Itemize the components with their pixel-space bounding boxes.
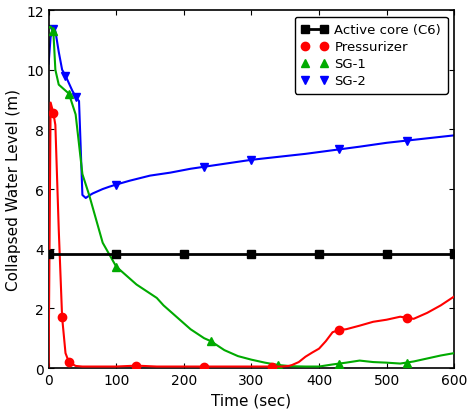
SG-1 <box>208 339 214 344</box>
Pressurizer <box>336 328 342 332</box>
Active core (C6) <box>249 252 254 257</box>
Active core (C6) <box>384 252 389 257</box>
Active core (C6) <box>451 252 457 257</box>
Pressurizer <box>59 315 65 320</box>
SG-2 <box>114 183 119 188</box>
SG-2 <box>336 147 342 152</box>
Pressurizer <box>66 360 72 365</box>
SG-2 <box>62 74 68 79</box>
SG-1 <box>114 264 119 269</box>
SG-1 <box>276 363 281 368</box>
Pressurizer <box>269 364 274 369</box>
Pressurizer <box>201 364 207 369</box>
Line: SG-2: SG-2 <box>49 26 411 189</box>
SG-2 <box>249 158 254 163</box>
SG-1 <box>51 29 56 34</box>
SG-2 <box>73 95 79 100</box>
Pressurizer <box>404 316 410 320</box>
Pressurizer <box>51 111 56 116</box>
SG-1 <box>336 361 342 366</box>
Pressurizer <box>134 363 140 368</box>
SG-2 <box>51 28 56 33</box>
SG-2 <box>404 139 410 144</box>
Active core (C6) <box>114 252 119 257</box>
Active core (C6) <box>181 252 187 257</box>
Active core (C6) <box>46 252 52 257</box>
Y-axis label: Collapsed Water Level (m): Collapsed Water Level (m) <box>6 89 20 290</box>
Legend: Active core (C6), Pressurizer, SG-1, SG-2: Active core (C6), Pressurizer, SG-1, SG-… <box>295 18 447 95</box>
Line: Active core (C6): Active core (C6) <box>44 250 458 259</box>
Line: Pressurizer: Pressurizer <box>49 109 411 371</box>
Line: SG-1: SG-1 <box>49 28 411 369</box>
SG-1 <box>66 92 72 97</box>
X-axis label: Time (sec): Time (sec) <box>211 392 291 408</box>
SG-1 <box>404 360 410 365</box>
Active core (C6) <box>316 252 322 257</box>
SG-2 <box>201 165 207 170</box>
